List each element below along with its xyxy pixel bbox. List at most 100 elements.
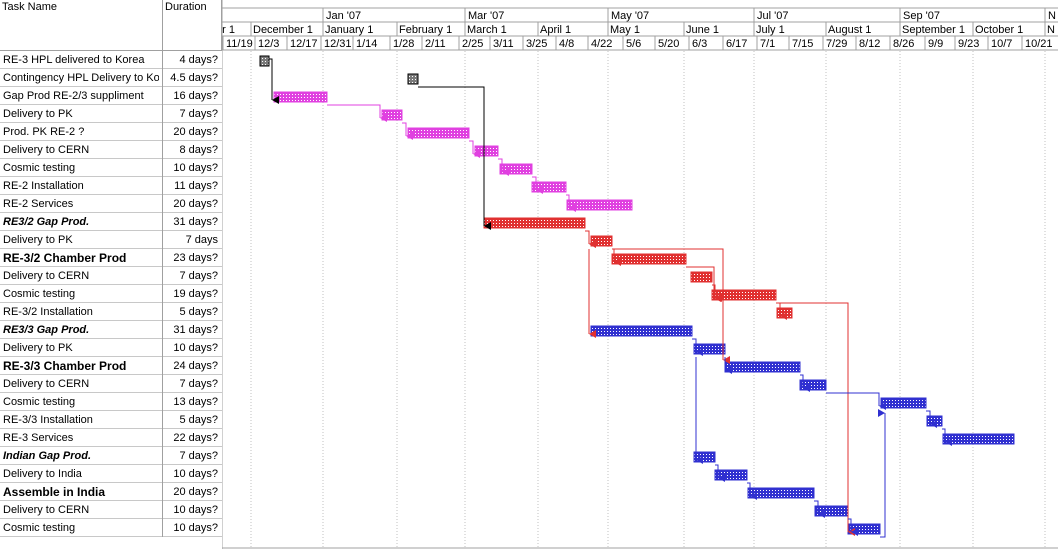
task-row[interactable]: Indian Gap Prod. 7 days? [0, 447, 222, 465]
task-name-cell[interactable]: Delivery to PK [3, 108, 73, 120]
task-duration-cell[interactable]: 13 days? [173, 396, 218, 408]
task-row[interactable]: RE-3/3 Chamber Prod 24 days? [0, 357, 222, 375]
task-duration-cell[interactable]: 10 days? [173, 522, 218, 534]
task-row[interactable]: RE-3/2 Chamber Prod 23 days? [0, 249, 222, 267]
task-duration-cell[interactable]: 24 days? [173, 360, 218, 372]
task-row[interactable]: RE3/3 Gap Prod. 31 days? [0, 321, 222, 339]
task-row[interactable]: Contingency HPL Delivery to Kor 4.5 days? [0, 69, 222, 87]
task-name-cell[interactable]: Prod. PK RE-2 ? [3, 126, 85, 138]
task-row[interactable]: RE-3/2 Installation 5 days? [0, 303, 222, 321]
task-bar [611, 253, 687, 265]
task-name-cell[interactable]: Cosmic testing [3, 288, 76, 300]
task-name-cell[interactable]: RE3/2 Gap Prod. [3, 216, 90, 228]
task-bar [273, 91, 328, 103]
task-name-cell[interactable]: Delivery to CERN [3, 270, 90, 282]
column-divider [162, 429, 163, 447]
task-name-cell[interactable]: Delivery to CERN [3, 378, 90, 390]
task-duration-cell[interactable]: 7 days? [179, 378, 218, 390]
task-duration-cell[interactable]: 31 days? [173, 216, 218, 228]
task-row[interactable]: Delivery to PK 10 days? [0, 339, 222, 357]
task-duration-cell[interactable]: 10 days? [173, 504, 218, 516]
dependency-link [826, 392, 886, 410]
task-duration-cell[interactable]: 10 days? [173, 342, 218, 354]
task-duration-cell[interactable]: 7 days? [179, 270, 218, 282]
task-name-column-header[interactable]: Task Name [0, 0, 163, 51]
column-divider [162, 195, 163, 213]
task-duration-cell[interactable]: 20 days? [173, 126, 218, 138]
task-duration-cell[interactable]: 5 days? [179, 306, 218, 318]
task-row[interactable]: Delivery to CERN 8 days? [0, 141, 222, 159]
task-row[interactable]: Delivery to PK 7 days? [0, 105, 222, 123]
task-duration-cell[interactable]: 11 days? [174, 180, 218, 192]
task-duration-cell[interactable]: 20 days? [173, 198, 218, 210]
task-name-cell[interactable]: RE-3/3 Installation [3, 414, 93, 426]
task-name-cell[interactable]: Contingency HPL Delivery to Kor [3, 72, 159, 84]
task-row[interactable]: Cosmic testing 19 days? [0, 285, 222, 303]
task-duration-cell[interactable]: 8 days? [179, 144, 218, 156]
task-duration-cell[interactable]: 19 days? [173, 288, 218, 300]
task-duration-cell[interactable]: 7 days? [179, 450, 218, 462]
task-row[interactable]: RE-3 HPL delivered to Korea 4 days? [0, 51, 222, 69]
task-duration-cell[interactable]: 20 days? [173, 486, 218, 498]
task-bar [747, 487, 815, 499]
task-row[interactable]: Delivery to PK 7 days [0, 231, 222, 249]
task-row[interactable]: Delivery to India 10 days? [0, 465, 222, 483]
task-name-cell[interactable]: Cosmic testing [3, 396, 76, 408]
task-name-cell[interactable]: Cosmic testing [3, 522, 76, 534]
task-bar [711, 289, 777, 301]
task-name-cell[interactable]: Delivery to PK [3, 234, 73, 246]
minor-scale-label: 12/17 [290, 38, 318, 50]
task-duration-cell[interactable]: 7 days [185, 234, 218, 246]
task-row[interactable]: Delivery to CERN 10 days? [0, 501, 222, 519]
minor-scale-label: 7/29 [826, 38, 847, 50]
task-row[interactable]: RE3/2 Gap Prod. 31 days? [0, 213, 222, 231]
task-name-cell[interactable]: Delivery to CERN [3, 504, 90, 516]
task-name-cell[interactable]: Gap Prod RE-2/3 suppliment [3, 90, 144, 102]
task-duration-cell[interactable]: 22 days? [173, 432, 218, 444]
task-row[interactable]: Delivery to CERN 7 days? [0, 375, 222, 393]
task-name-cell[interactable]: Cosmic testing [3, 162, 76, 174]
task-row[interactable]: Cosmic testing 10 days? [0, 159, 222, 177]
task-name-cell[interactable]: RE3/3 Gap Prod. [3, 324, 90, 336]
task-duration-cell[interactable]: 23 days? [173, 252, 218, 264]
task-name-cell[interactable]: RE-3/2 Installation [3, 306, 93, 318]
task-name-cell[interactable]: RE-2 Services [3, 198, 74, 210]
task-row[interactable]: RE-3/3 Installation 5 days? [0, 411, 222, 429]
task-row[interactable]: Cosmic testing 13 days? [0, 393, 222, 411]
task-name-cell[interactable]: RE-2 Installation [3, 180, 84, 192]
task-row[interactable]: Assemble in India 20 days? [0, 483, 222, 501]
task-row[interactable]: RE-3 Services 22 days? [0, 429, 222, 447]
task-row[interactable]: RE-2 Services 20 days? [0, 195, 222, 213]
task-row[interactable]: Gap Prod RE-2/3 suppliment 16 days? [0, 87, 222, 105]
task-duration-cell[interactable]: 7 days? [179, 108, 218, 120]
task-name-cell[interactable]: Delivery to India [3, 468, 82, 480]
task-duration-cell[interactable]: 16 days? [173, 90, 218, 102]
minor-scale-label: 3/25 [526, 38, 547, 50]
task-bar [926, 415, 943, 427]
task-name-cell[interactable]: Delivery to PK [3, 342, 73, 354]
duration-column-header[interactable]: Duration [163, 0, 222, 51]
task-name-cell[interactable]: Indian Gap Prod. [3, 450, 92, 462]
task-name-cell[interactable]: RE-3/3 Chamber Prod [3, 359, 127, 373]
task-row[interactable]: Delivery to CERN 7 days? [0, 267, 222, 285]
task-duration-cell[interactable]: 4.5 days? [170, 72, 218, 84]
task-duration-cell[interactable]: 5 days? [179, 414, 218, 426]
task-row[interactable]: Cosmic testing 10 days? [0, 519, 222, 537]
task-name-cell[interactable]: Assemble in India [3, 485, 106, 499]
task-duration-cell[interactable]: 10 days? [173, 468, 218, 480]
column-divider [162, 177, 163, 195]
task-name-cell[interactable]: RE-3 Services [3, 432, 74, 444]
task-row[interactable]: Prod. PK RE-2 ? 20 days? [0, 123, 222, 141]
task-duration-cell[interactable]: 31 days? [173, 324, 218, 336]
task-duration-cell[interactable]: 10 days? [173, 162, 218, 174]
task-name-cell[interactable]: Delivery to CERN [3, 144, 90, 156]
middle-scale-label: September 1 [902, 24, 965, 36]
column-divider [162, 105, 163, 123]
task-bar [814, 505, 849, 517]
task-name-cell[interactable]: RE-3 HPL delivered to Korea [3, 54, 145, 66]
task-duration-cell[interactable]: 4 days? [179, 54, 218, 66]
task-bar [407, 73, 419, 85]
task-row[interactable]: RE-2 Installation 11 days? [0, 177, 222, 195]
task-name-cell[interactable]: RE-3/2 Chamber Prod [3, 251, 127, 265]
